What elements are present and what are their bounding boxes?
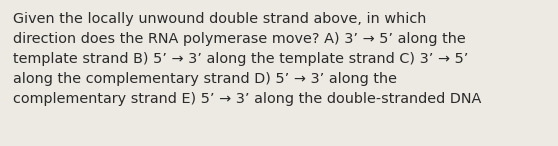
Text: Given the locally unwound double strand above, in which
direction does the RNA p: Given the locally unwound double strand … xyxy=(13,12,482,106)
